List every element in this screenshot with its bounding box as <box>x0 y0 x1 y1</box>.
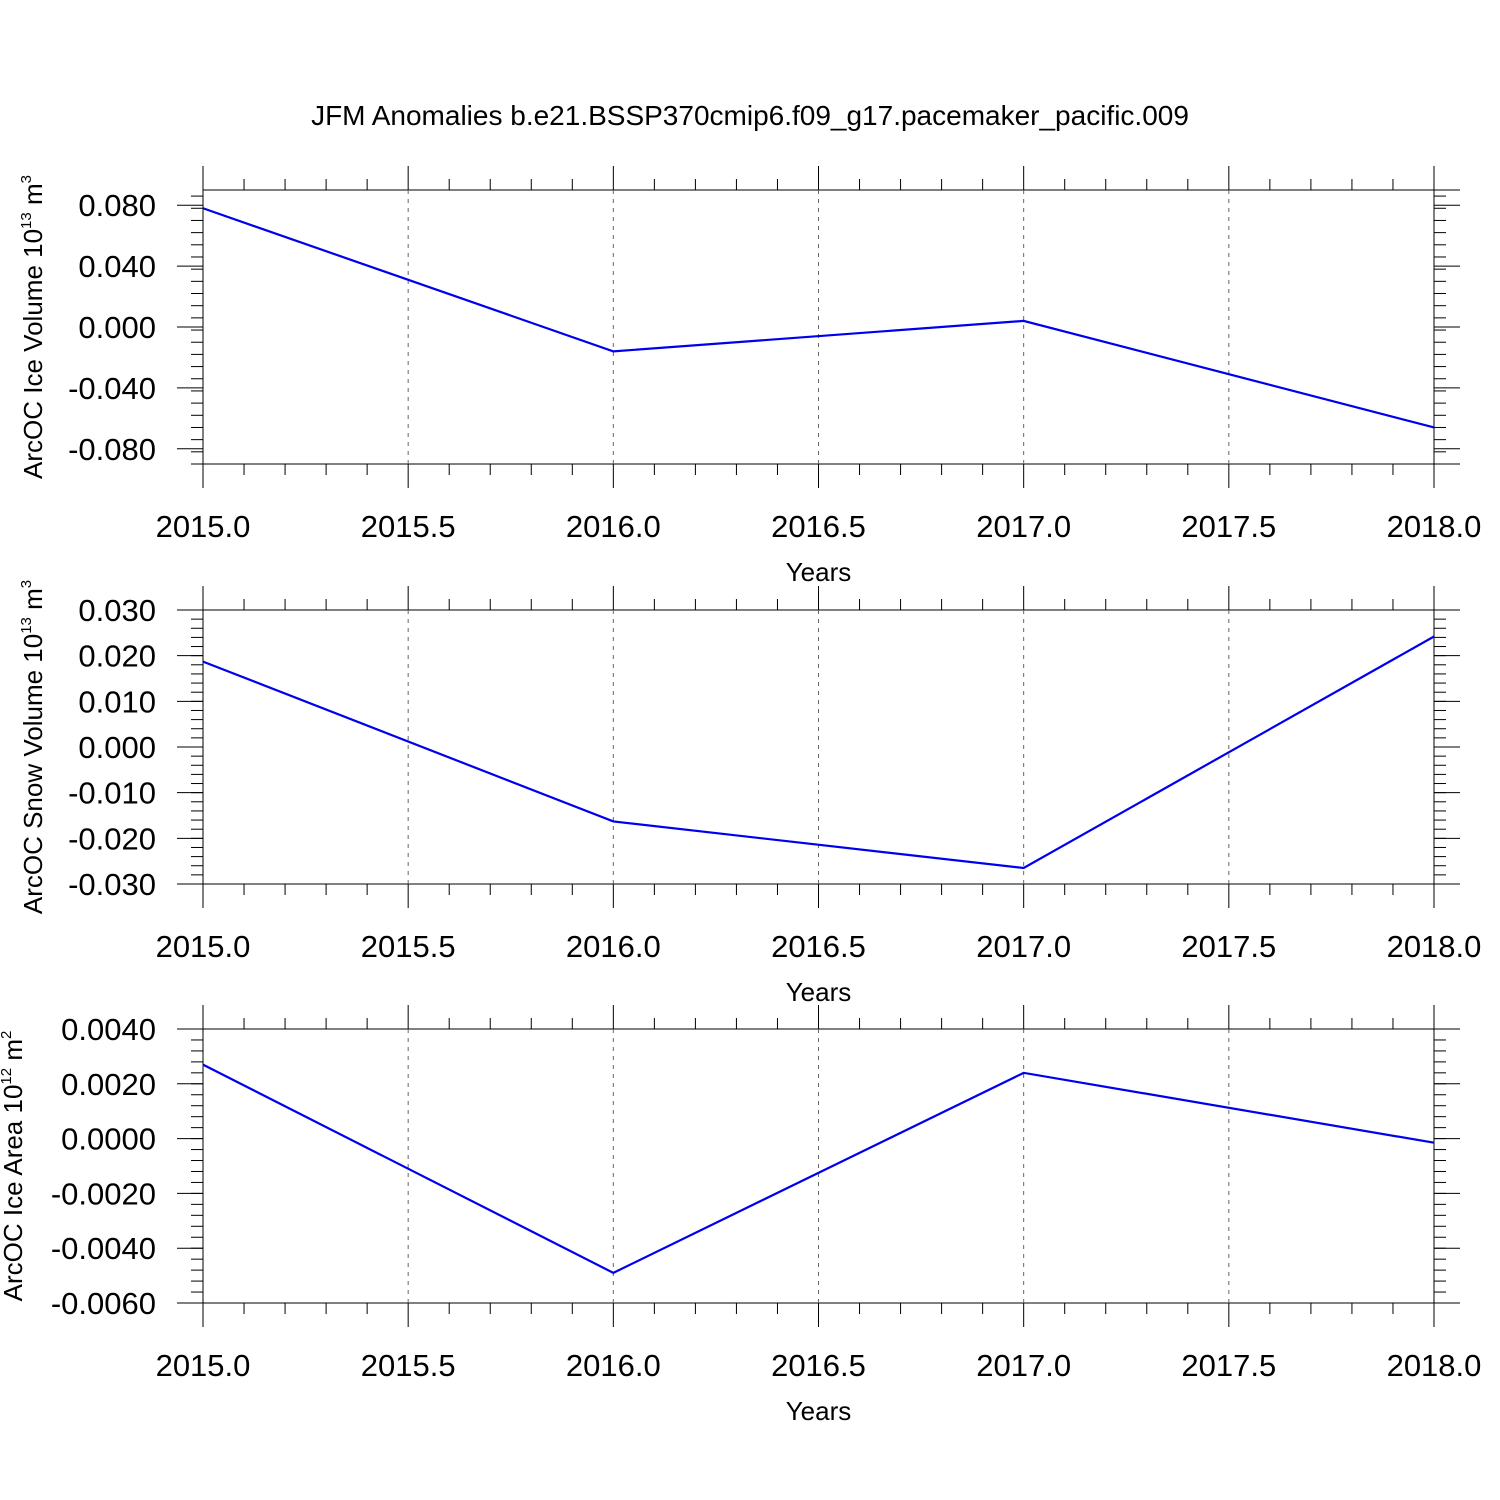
y-tick-label: -0.030 <box>68 867 156 902</box>
x-tick-label: 2017.5 <box>1181 929 1276 964</box>
x-tick-label: 2017.0 <box>976 929 1071 964</box>
x-tick-label: 2016.5 <box>771 1348 866 1383</box>
series-line <box>202 635 1435 870</box>
x-axis-title: Years <box>786 557 852 587</box>
y-tick-label: 0.0000 <box>61 1122 156 1157</box>
x-tick-label: 2015.5 <box>361 509 456 544</box>
x-tick-label: 2015.5 <box>361 1348 456 1383</box>
x-tick-label: 2018.0 <box>1387 1348 1482 1383</box>
x-axis-title: Years <box>786 977 852 1007</box>
x-tick-label: 2017.0 <box>976 1348 1071 1383</box>
x-tick-label: 2016.0 <box>566 509 661 544</box>
y-axis-title-exponent: 12 <box>0 1068 15 1085</box>
y-tick-label: 0.040 <box>78 249 156 284</box>
y-axis-title-unit-exponent: 3 <box>18 580 35 588</box>
x-tick-label: 2015.0 <box>156 929 251 964</box>
y-tick-label: -0.0040 <box>51 1231 156 1266</box>
x-tick-label: 2016.5 <box>771 929 866 964</box>
y-axis-title-unit: m <box>18 183 48 212</box>
y-tick-label: 0.010 <box>78 684 156 719</box>
y-tick-label: -0.020 <box>68 821 156 856</box>
y-axis-title-unit-exponent: 3 <box>18 175 35 183</box>
y-axis-title: ArcOC Ice Volume 1013 m3 <box>18 175 48 479</box>
y-axis-title: ArcOC Snow Volume 1013 m3 <box>18 580 48 914</box>
y-axis-title: ArcOC Ice Area 1012 m2 <box>0 1031 28 1302</box>
y-tick-label: -0.0020 <box>51 1176 156 1211</box>
y-tick-label: 0.000 <box>78 730 156 765</box>
y-tick-label: 0.020 <box>78 639 156 674</box>
panel-ice-volume: 2015.0 2015.5 2016.0 2016.5 2017.0 2017.5 2018… <box>18 166 1481 587</box>
figure-title: JFM Anomalies b.e21.BSSP370cmip6.f09_g17… <box>311 100 1189 131</box>
y-axis-title-exponent: 13 <box>18 617 35 634</box>
x-tick-label: 2018.0 <box>1387 929 1482 964</box>
x-tick-label: 2015.0 <box>156 509 251 544</box>
y-axis-title-unit: m <box>0 1039 28 1068</box>
y-tick-label: 0.080 <box>78 188 156 223</box>
y-axis-title-unit-exponent: 2 <box>0 1031 15 1039</box>
y-tick-label: -0.0060 <box>51 1286 156 1321</box>
x-tick-label: 2015.5 <box>361 929 456 964</box>
x-tick-label: 2016.0 <box>566 929 661 964</box>
y-tick-label: 0.000 <box>78 310 156 345</box>
x-tick-label: 2017.0 <box>976 509 1071 544</box>
y-axis-title-text: ArcOC Ice Volume 10 <box>18 229 48 479</box>
x-tick-label: 2017.5 <box>1181 1348 1276 1383</box>
y-tick-label: -0.010 <box>68 776 156 811</box>
y-tick-label: -0.040 <box>68 371 156 406</box>
x-tick-label: 2017.5 <box>1181 509 1276 544</box>
x-tick-label: 2018.0 <box>1387 509 1482 544</box>
y-tick-label: 0.0040 <box>61 1012 156 1047</box>
y-tick-label: -0.080 <box>68 432 156 467</box>
y-axis-title-exponent: 13 <box>18 212 35 229</box>
y-axis-title-text: ArcOC Snow Volume 10 <box>18 634 48 914</box>
x-tick-label: 2016.0 <box>566 1348 661 1383</box>
series-line <box>202 207 1435 429</box>
series-line <box>202 1063 1435 1275</box>
panel-snow-volume: 2015.0 2015.5 2016.0 2016.5 2017.0 2017.5 2018… <box>18 580 1481 1007</box>
panel-ice-area: 2015.0 2015.5 2016.0 2016.5 2017.0 2017.5 2018… <box>0 1005 1481 1426</box>
y-axis-title-text: ArcOC Ice Area 10 <box>0 1085 28 1302</box>
y-tick-label: 0.030 <box>78 593 156 628</box>
y-axis-title-unit: m <box>18 588 48 617</box>
x-tick-label: 2016.5 <box>771 509 866 544</box>
x-tick-label: 2015.0 <box>156 1348 251 1383</box>
y-tick-label: 0.0020 <box>61 1067 156 1102</box>
x-axis-title: Years <box>786 1396 852 1426</box>
